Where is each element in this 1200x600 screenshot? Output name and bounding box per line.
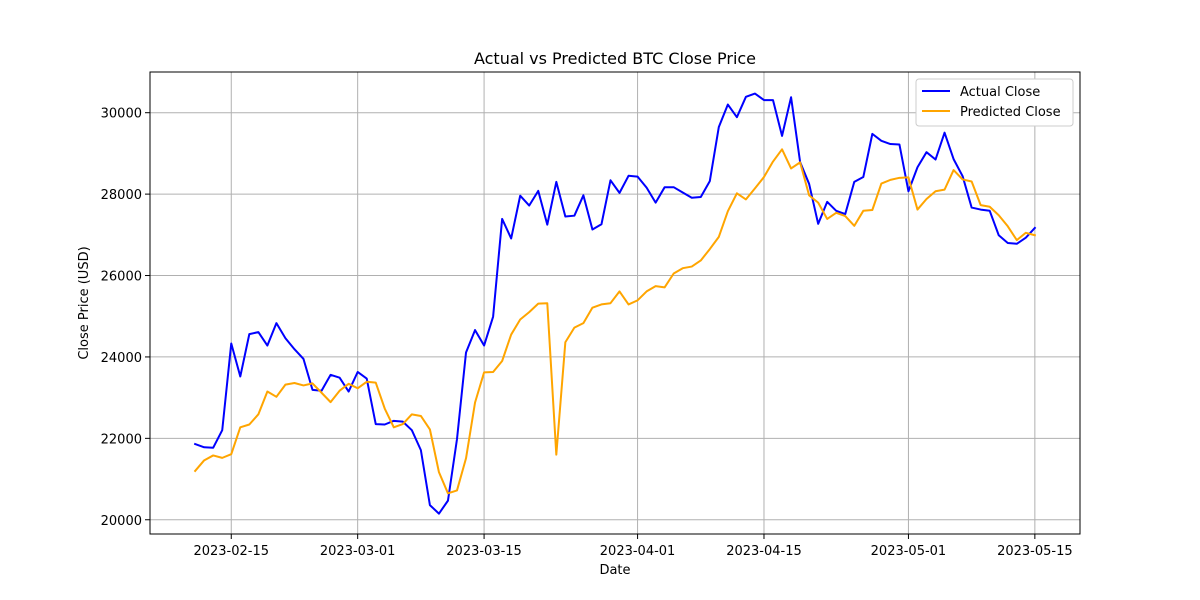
y-tick-label: 22000 bbox=[101, 432, 142, 447]
y-tick-label: 20000 bbox=[101, 514, 142, 529]
x-tick-label: 2023-03-01 bbox=[320, 544, 396, 559]
x-axis: 2023-02-15 2023-03-01 2023-03-15 2023-04-01… bbox=[193, 534, 1073, 559]
y-tick-label: 24000 bbox=[101, 351, 142, 366]
series-line-actual bbox=[193, 92, 1037, 515]
y-tick-label: 30000 bbox=[101, 107, 142, 122]
plot-frame bbox=[149, 71, 1081, 535]
x-tick-label: 2023-02-15 bbox=[193, 544, 269, 559]
x-tick-label: 2023-04-15 bbox=[726, 544, 802, 559]
grid bbox=[150, 72, 1080, 534]
y-axis-label: Close Price (USD) bbox=[77, 246, 92, 359]
x-tick-label: 2023-03-15 bbox=[446, 544, 522, 559]
y-tick-label: 28000 bbox=[101, 188, 142, 203]
x-tick-label: 2023-05-15 bbox=[997, 544, 1073, 559]
legend-box bbox=[915, 78, 1074, 127]
chart-title: Actual vs Predicted BTC Close Price bbox=[474, 49, 756, 68]
series-layer bbox=[193, 92, 1037, 515]
series-line-predicted bbox=[193, 148, 1037, 495]
y-axis: 20000 22000 24000 26000 28000 30000 bbox=[101, 107, 150, 529]
legend: Actual Close Predicted Close bbox=[915, 78, 1074, 127]
x-axis-label: Date bbox=[599, 563, 630, 578]
x-tick-label: 2023-04-01 bbox=[600, 544, 676, 559]
legend-label-predicted: Predicted Close bbox=[960, 105, 1061, 120]
y-tick-label: 26000 bbox=[101, 270, 142, 285]
legend-label-actual: Actual Close bbox=[960, 85, 1040, 100]
x-tick-label: 2023-05-01 bbox=[871, 544, 947, 559]
